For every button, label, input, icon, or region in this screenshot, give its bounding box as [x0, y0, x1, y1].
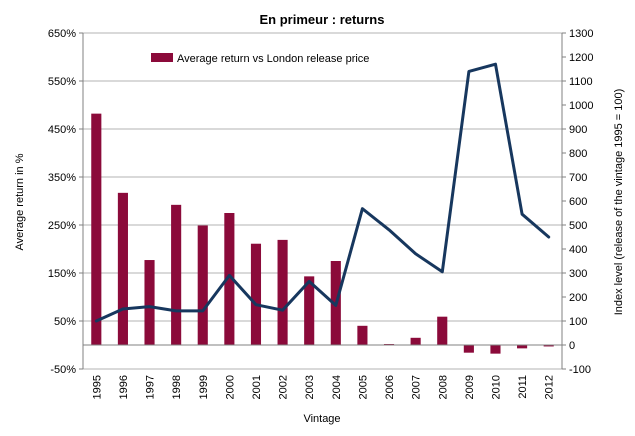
- x-tick-label: 2003: [304, 375, 316, 399]
- x-tick-label: 2004: [331, 375, 343, 399]
- bar: [117, 192, 128, 345]
- x-tick-label: 2008: [437, 375, 449, 399]
- bar: [463, 345, 474, 353]
- bar: [304, 276, 315, 345]
- x-tick-label: 2010: [491, 375, 503, 399]
- legend: Average return vs London release price: [151, 53, 369, 65]
- bar: [517, 345, 528, 349]
- right-tick-label: 800: [569, 148, 587, 160]
- right-tick-label: 500: [569, 220, 587, 232]
- x-tick-label: 2007: [411, 375, 423, 399]
- bar: [437, 316, 448, 345]
- x-tick-label: 1995: [91, 375, 103, 399]
- right-tick-label: 900: [569, 124, 587, 136]
- x-tick-label: 2011: [517, 375, 529, 399]
- right-tick-label: 600: [569, 196, 587, 208]
- gridlines: [83, 32, 562, 370]
- x-tick-label: 2009: [464, 375, 476, 399]
- right-tick-label: 0: [569, 340, 575, 352]
- bar-series: [91, 113, 554, 354]
- left-tick-label: 150%: [48, 268, 76, 280]
- bar: [171, 204, 182, 345]
- bar: [490, 345, 501, 354]
- legend-swatch: [151, 53, 173, 62]
- left-axis-ticks: -50% 50% 150% 250% 350% 450% 550% 650%: [48, 28, 83, 376]
- chart-title: En primeur : returns: [260, 12, 385, 27]
- right-tick-label: 400: [569, 244, 587, 256]
- line-series: [94, 62, 551, 323]
- x-tick-label: 2006: [384, 375, 396, 399]
- x-axis-ticks: 1995 1996 1997 1998 1999 2000 2001 2002 2003 2004…: [91, 375, 555, 399]
- x-tick-label: 1999: [198, 375, 210, 399]
- x-tick-label: 2012: [544, 375, 556, 399]
- right-tick-label: 700: [569, 172, 587, 184]
- x-axis-title: Vintage: [303, 413, 340, 425]
- right-tick-label: 100: [569, 316, 587, 328]
- right-tick-label: 300: [569, 268, 587, 280]
- left-tick-label: -50%: [50, 364, 76, 376]
- x-tick-label: 1996: [118, 375, 130, 399]
- index-line: [94, 62, 551, 323]
- right-tick-label: 1000: [569, 100, 593, 112]
- bar: [144, 260, 155, 345]
- right-tick-label: 200: [569, 292, 587, 304]
- right-tick-label: -100: [569, 364, 591, 376]
- x-tick-label: 2000: [224, 375, 236, 399]
- axes: [82, 33, 563, 369]
- right-tick-label: 1300: [569, 28, 593, 40]
- bar: [357, 325, 368, 345]
- x-tick-label: 1998: [171, 375, 183, 399]
- left-tick-label: 250%: [48, 220, 76, 232]
- right-axis-ticks: -100 0 100 200 300 400 500 600 700 800 900 1000 1100…: [562, 28, 593, 376]
- left-tick-label: 550%: [48, 76, 76, 88]
- bar: [250, 243, 262, 345]
- bar: [277, 239, 288, 345]
- legend-label: Average return vs London release price: [177, 53, 369, 65]
- left-tick-label: 450%: [48, 124, 76, 136]
- x-tick-label: 2002: [278, 375, 290, 399]
- left-tick-label: 650%: [48, 28, 76, 40]
- x-tick-label: 2005: [357, 375, 369, 399]
- left-tick-label: 350%: [48, 172, 76, 184]
- bar: [410, 337, 421, 345]
- y-axis-title: Average return in %: [14, 153, 26, 250]
- left-tick-label: 50%: [54, 316, 76, 328]
- bar: [224, 213, 235, 345]
- bar: [91, 113, 102, 345]
- right-tick-label: 1100: [569, 76, 593, 88]
- x-tick-label: 1997: [145, 375, 157, 399]
- bar: [543, 345, 554, 347]
- bar: [197, 225, 208, 345]
- y2-axis-title: Index level (release of the vintage 1995…: [613, 89, 625, 316]
- x-tick-label: 2001: [251, 375, 263, 399]
- right-tick-label: 1200: [569, 52, 593, 64]
